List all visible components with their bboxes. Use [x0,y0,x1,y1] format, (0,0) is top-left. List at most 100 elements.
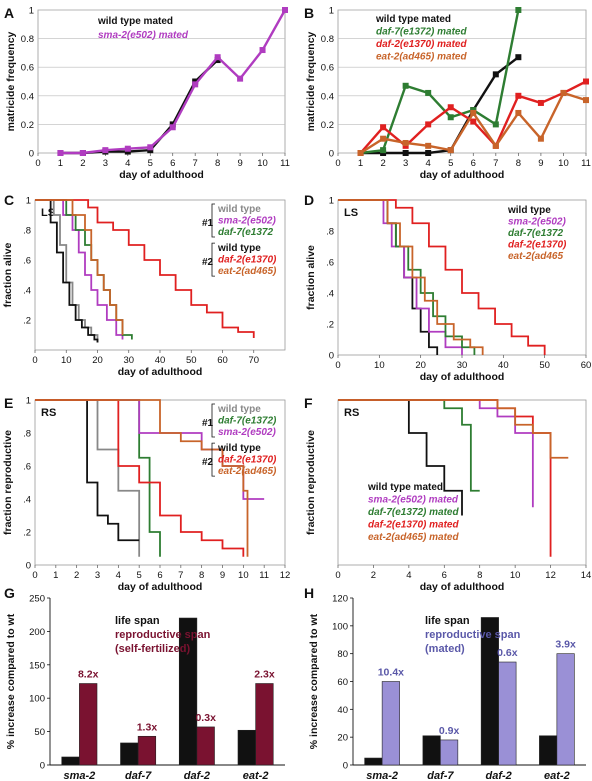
y-tick-label: 0.2 [21,120,34,131]
data-point [560,89,567,96]
series-line [35,199,99,343]
data-point [515,7,522,13]
x-tick-label: 2 [371,570,376,581]
legend-entry: daf-7(e1372 [508,228,563,239]
x-tick-label: 60 [581,360,592,371]
y-tick-label: 20 [337,733,348,744]
y-tick-label: 0 [343,761,348,772]
y-tick-label: 100 [332,621,348,632]
ratio-label: 0.3x [195,712,216,724]
series-line [338,399,534,508]
legend-entry: daf-2(e1370) mated [368,520,459,531]
panel-letter: G [4,585,15,601]
y-tick-label: .8 [23,429,31,440]
legend-entry: daf-7(e1372) mated [368,507,459,518]
x-tick-label: 6 [442,570,447,581]
series-line [35,199,99,343]
y-tick-label: 60 [337,677,348,688]
plot-tag: LS [41,207,55,219]
legend-entry: reproductive span [425,629,521,641]
legend-entry: wild type [217,443,261,454]
data-point [147,144,154,151]
bar [137,735,157,766]
y-tick-label: 1 [329,196,334,207]
data-point [192,81,199,88]
plot-tag: LS [344,207,358,219]
x-tick-label: 11 [259,570,269,581]
data-point [425,121,432,128]
x-axis-label: day of adulthood [119,169,204,181]
category-label: eat-2 [544,770,570,781]
data-point [583,97,589,104]
bar [61,756,80,766]
series-line [60,59,219,155]
data-point [380,147,387,154]
y-tick-label: 0 [40,761,45,772]
bar [364,757,383,766]
ratio-label: 0.9x [439,725,460,737]
panel-letter: B [304,5,314,21]
x-tick-label: 50 [539,360,550,371]
legend-entry: daf-7(e1372) [218,416,277,427]
category-label: daf-7 [125,770,152,781]
legend-entry: eat-2(ad465) mated [368,532,459,543]
series-line [338,199,484,355]
ratio-label: 3.9x [555,639,576,651]
legend-entry: life span [425,615,470,627]
x-tick-label: 14 [581,570,592,581]
data-point [102,147,109,154]
x-tick-label: 10 [257,158,268,169]
x-tick-label: 1 [358,158,363,169]
bar [120,742,139,766]
y-axis-label: fraction reproductive [2,430,14,535]
data-point [402,150,409,156]
y-tick-label: 50 [34,727,45,738]
legend-entry: eat-2(ad465) [218,266,277,277]
x-tick-label: 8 [215,158,220,169]
bar [422,735,441,766]
x-tick-label: 10 [61,355,72,366]
legend-entry: reproductive span [115,629,211,641]
data-point [447,114,454,121]
legend-bracket [211,442,215,477]
x-tick-label: 4 [116,570,121,581]
y-tick-label: .6 [326,258,334,269]
data-point [515,92,522,99]
y-tick-label: .4 [23,495,31,506]
data-point [492,142,499,149]
y-tick-label: 0.4 [321,91,334,102]
legend-entry: daf-2(e1370) mated [376,39,467,50]
data-point [380,124,387,131]
plot-tag: RS [344,407,359,419]
ratio-label: 0.6x [497,647,518,659]
y-tick-label: 0.8 [321,34,334,45]
category-label: sma-2 [63,770,95,781]
legend-entry: eat-2(ad465) mated [376,52,467,63]
legend-entry: daf-7(e1372 [218,227,273,238]
x-tick-label: 10 [510,570,521,581]
x-axis-label: day of adulthood [420,169,505,181]
y-tick-label: 0.6 [321,63,334,74]
data-point [515,109,522,116]
x-tick-label: 8 [477,570,482,581]
y-tick-label: 0 [329,351,334,362]
data-point [282,7,288,13]
ratio-label: 10.4x [378,667,404,679]
category-label: sma-2 [366,770,398,781]
y-tick-label: .4 [23,286,31,297]
bar [178,617,198,766]
y-tick-label: 150 [29,660,45,671]
y-tick-label: 80 [337,649,348,660]
x-axis-label: day of adulthood [118,581,203,593]
x-tick-label: 11 [581,158,591,169]
x-tick-label: 12 [545,570,556,581]
y-axis-label: % increase compared to wt [308,613,320,749]
series-line [338,199,546,355]
x-axis-label: day of adulthood [118,366,203,378]
x-tick-label: 7 [193,158,198,169]
x-tick-label: 70 [248,355,259,366]
y-axis-label: % increase compared to wt [5,613,17,749]
